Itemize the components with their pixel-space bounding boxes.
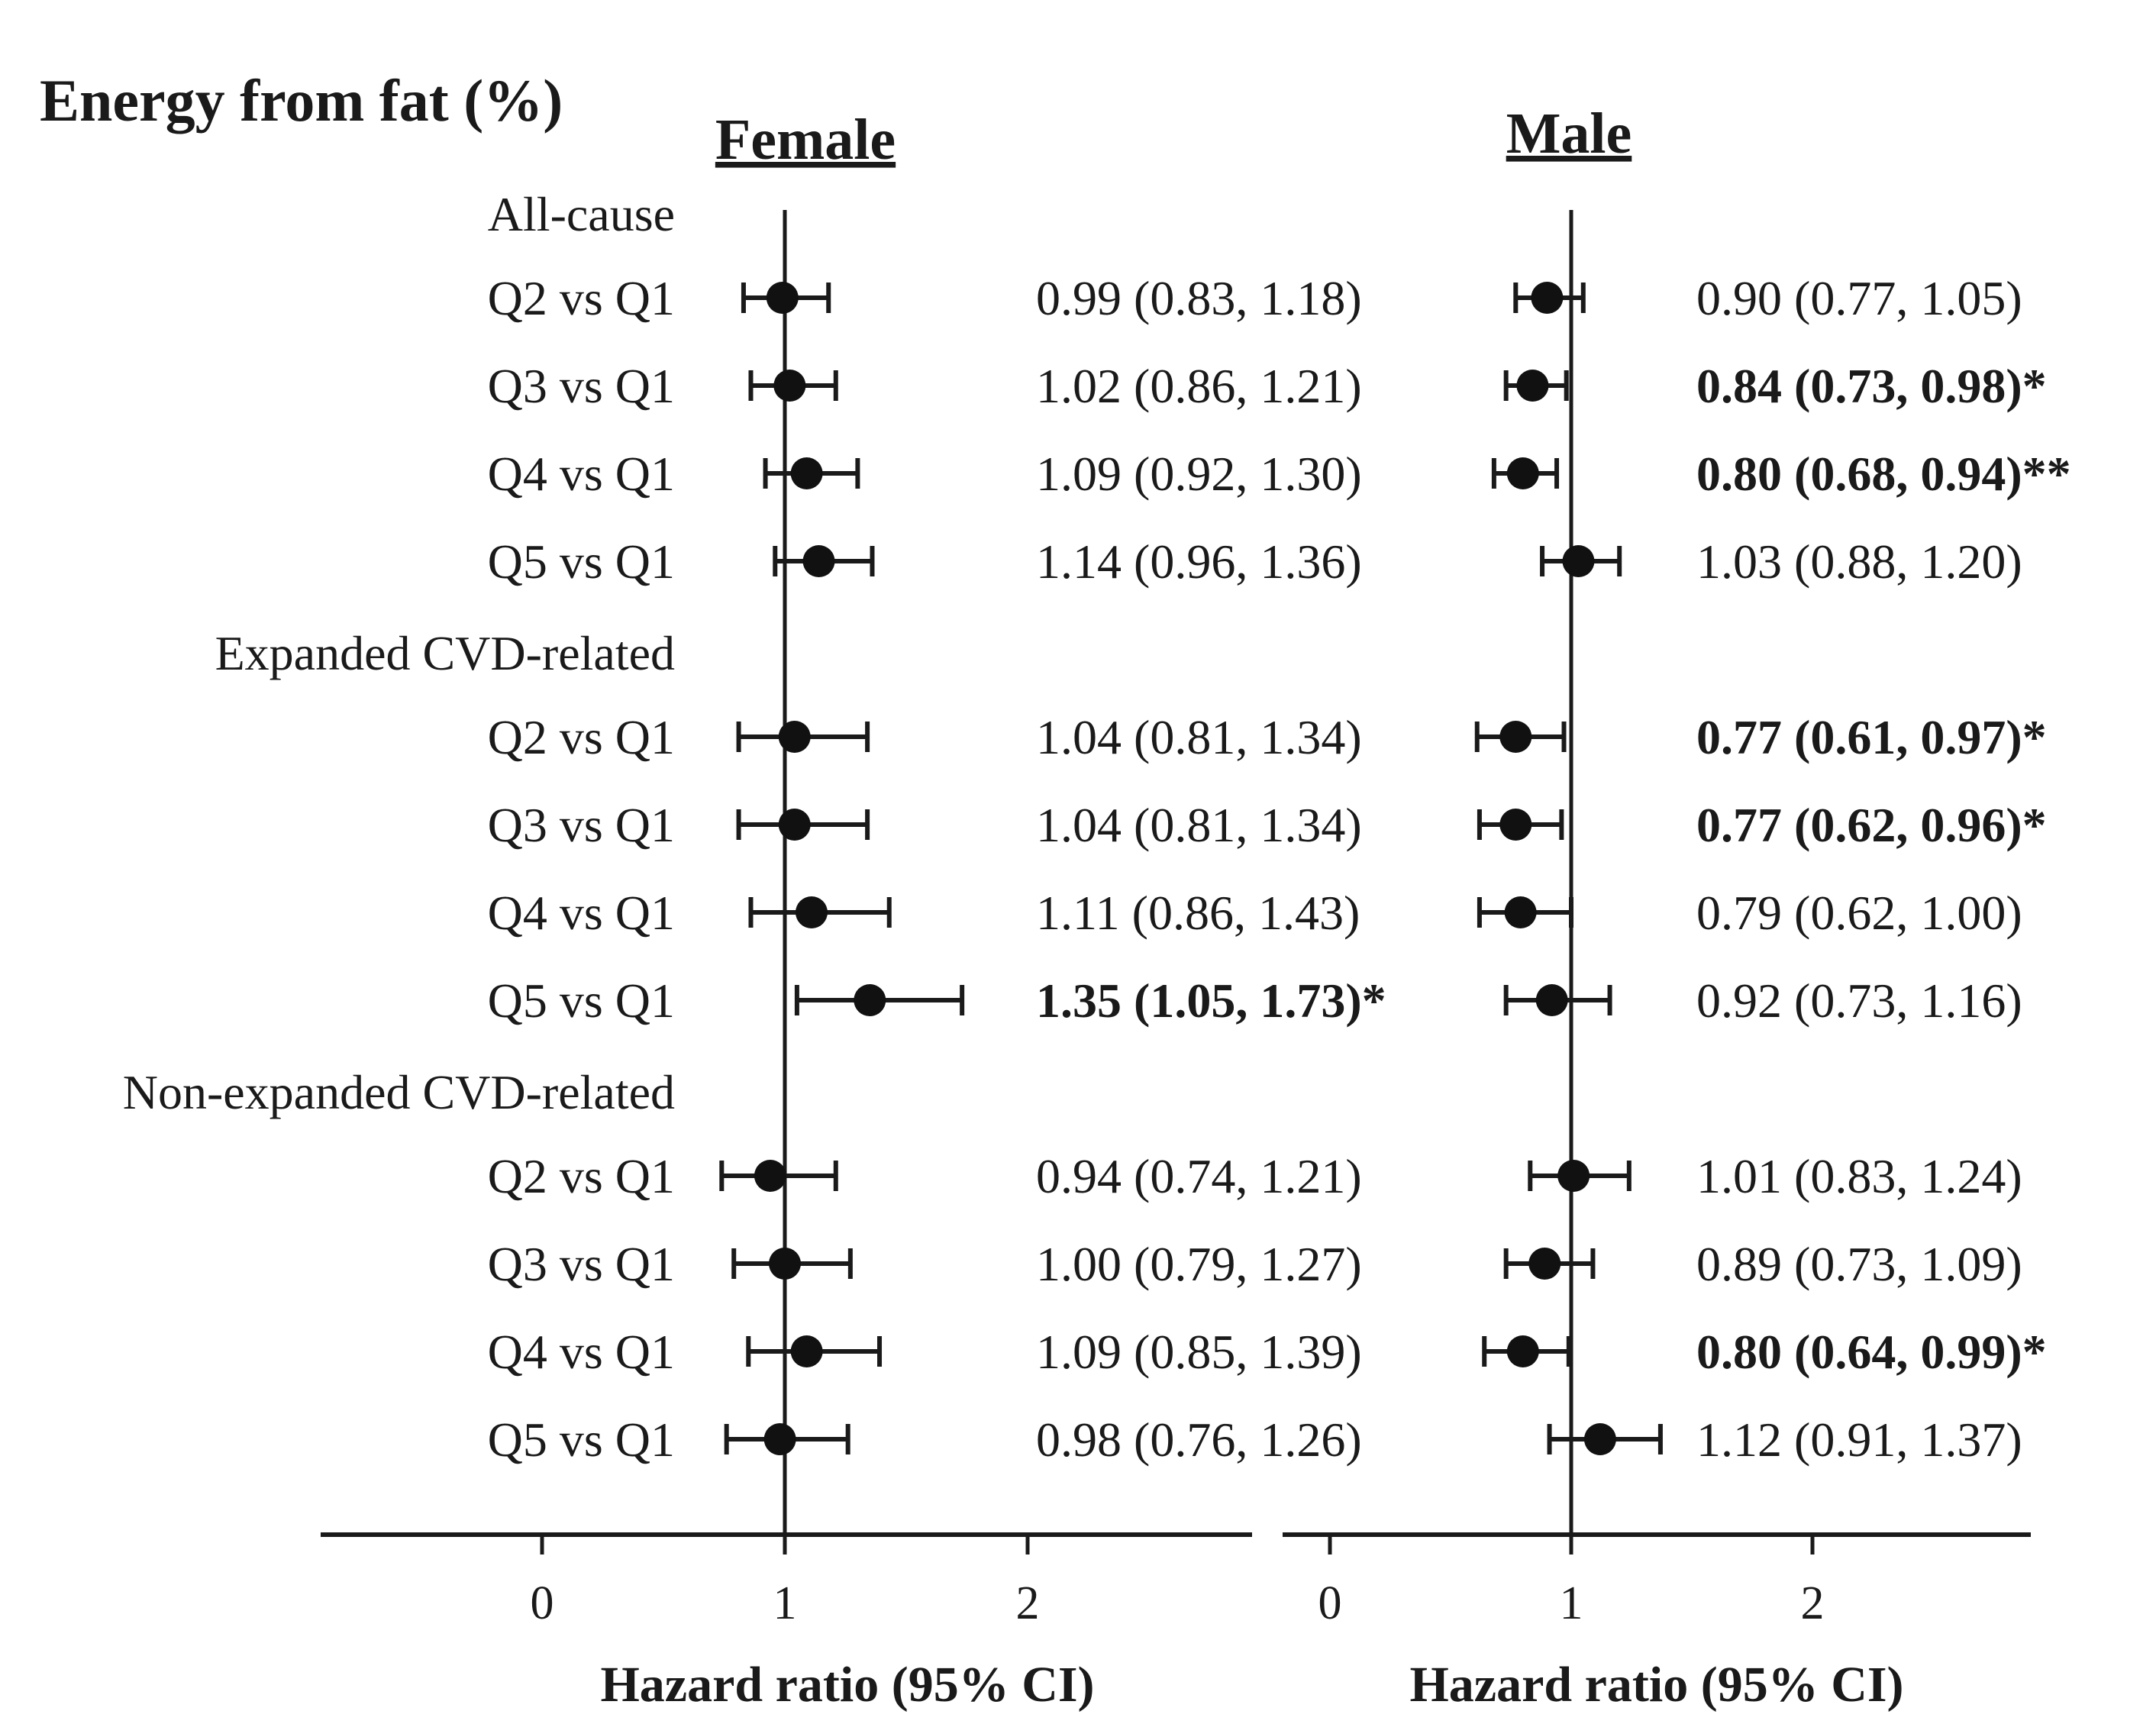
male-hr-text: 0.84 (0.73, 0.98)* [1696, 359, 2047, 413]
group-label: Expanded CVD-related [215, 626, 675, 680]
male-point-estimate [1557, 1160, 1590, 1192]
male-point-estimate [1506, 457, 1539, 489]
female-hr-text: 0.94 (0.74, 1.21) [1036, 1149, 1362, 1203]
male-hr-text: 1.03 (0.88, 1.20) [1696, 534, 2022, 589]
male-x-axis-label: Hazard ratio (95% CI) [1409, 1657, 1903, 1713]
male-hr-text: 0.80 (0.64, 0.99)* [1696, 1325, 2047, 1379]
male-point-estimate [1499, 721, 1532, 753]
female-x-tick-label: 2 [1016, 1577, 1040, 1629]
row-label: Q5 vs Q1 [488, 534, 675, 589]
row-label: Q2 vs Q1 [488, 1149, 675, 1203]
male-hr-text: 1.01 (0.83, 1.24) [1696, 1149, 2022, 1203]
row-label: Q4 vs Q1 [488, 447, 675, 501]
group-label: All-cause [488, 187, 675, 241]
male-point-estimate [1499, 809, 1532, 841]
row-label: Q2 vs Q1 [488, 271, 675, 325]
female-point-estimate [773, 370, 806, 402]
female-point-estimate [778, 809, 811, 841]
male-hr-text: 0.80 (0.68, 0.94)** [1696, 447, 2071, 501]
female-point-estimate [795, 896, 828, 928]
female-hr-text: 1.04 (0.81, 1.34) [1036, 798, 1362, 852]
female-point-estimate [778, 721, 811, 753]
male-hr-text: 0.77 (0.61, 0.97)* [1696, 710, 2047, 764]
male-panel: Male 0 1 2 Hazard ratio (95% CI) 0.90 (0.77, … [1283, 102, 2071, 1713]
male-x-tick-label: 1 [1560, 1577, 1583, 1629]
female-hr-text: 1.35 (1.05, 1.73)* [1036, 973, 1386, 1028]
female-hr-text: 1.09 (0.92, 1.30) [1036, 447, 1362, 501]
female-point-estimate [790, 457, 823, 489]
male-panel-title: Male [1506, 102, 1632, 166]
male-point-estimate [1528, 1248, 1561, 1280]
female-point-estimate [790, 1335, 823, 1367]
row-label: Q5 vs Q1 [488, 973, 675, 1028]
male-hr-text: 0.92 (0.73, 1.16) [1696, 973, 2022, 1028]
female-point-estimate [754, 1160, 786, 1192]
row-label: Q2 vs Q1 [488, 710, 675, 764]
male-point-estimate [1535, 984, 1568, 1016]
row-label: Q5 vs Q1 [488, 1412, 675, 1467]
female-hr-text: 0.98 (0.76, 1.26) [1036, 1412, 1362, 1467]
male-hr-text: 0.79 (0.62, 1.00) [1696, 886, 2022, 940]
male-hr-text: 0.89 (0.73, 1.09) [1696, 1237, 2022, 1291]
row-label: Q3 vs Q1 [488, 1237, 675, 1291]
female-point-estimate [802, 545, 835, 577]
row-label: Q3 vs Q1 [488, 359, 675, 413]
female-x-tick-label: 0 [531, 1577, 554, 1629]
female-hr-text: 0.99 (0.83, 1.18) [1036, 271, 1362, 325]
female-hr-text: 1.11 (0.86, 1.43) [1036, 886, 1360, 940]
female-x-axis-label: Hazard ratio (95% CI) [600, 1657, 1094, 1713]
female-hr-text: 1.14 (0.96, 1.36) [1036, 534, 1362, 589]
male-point-estimate [1531, 282, 1564, 314]
female-point-estimate [769, 1248, 801, 1280]
male-point-estimate [1516, 370, 1549, 402]
male-hr-text: 0.90 (0.77, 1.05) [1696, 271, 2022, 325]
male-x-tick-label: 2 [1801, 1577, 1825, 1629]
male-hr-text: 0.77 (0.62, 0.96)* [1696, 798, 2047, 852]
female-point-estimate [854, 984, 886, 1016]
row-labels: All-cause Q2 vs Q1 Q3 vs Q1 Q4 vs Q1 Q5 vs Q… [123, 187, 675, 1467]
group-label: Non-expanded CVD-related [123, 1065, 675, 1119]
male-x-tick-label: 0 [1318, 1577, 1342, 1629]
row-label: Q3 vs Q1 [488, 798, 675, 852]
male-hr-text: 1.12 (0.91, 1.37) [1696, 1412, 2022, 1467]
row-label: Q4 vs Q1 [488, 886, 675, 940]
male-point-estimate [1562, 545, 1595, 577]
male-point-estimate [1583, 1423, 1616, 1455]
female-hr-text: 1.09 (0.85, 1.39) [1036, 1325, 1362, 1379]
row-label: Q4 vs Q1 [488, 1325, 675, 1379]
male-point-estimate [1504, 896, 1537, 928]
female-hr-text: 1.02 (0.86, 1.21) [1036, 359, 1362, 413]
female-hr-text: 1.00 (0.79, 1.27) [1036, 1237, 1362, 1291]
chart-title: Energy from fat (%) [40, 67, 563, 134]
female-point-estimate [763, 1423, 796, 1455]
female-panel: Female 0 1 2 Hazard ratio (95% CI) 0.99 (0.83… [321, 108, 1386, 1713]
female-hr-text: 1.04 (0.81, 1.34) [1036, 710, 1362, 764]
female-point-estimate [766, 282, 799, 314]
female-panel-title: Female [715, 108, 896, 172]
male-point-estimate [1506, 1335, 1539, 1367]
female-x-tick-label: 1 [773, 1577, 797, 1629]
